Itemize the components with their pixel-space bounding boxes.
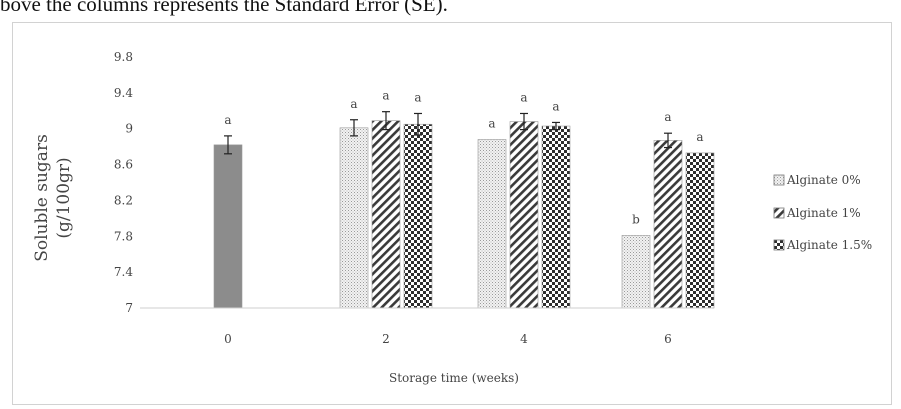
y-tick-label: 9 bbox=[125, 122, 133, 136]
x-axis-title: Storage time (weeks) bbox=[389, 371, 519, 385]
y-tick-label: 7.4 bbox=[114, 265, 133, 279]
error-bar bbox=[552, 121, 560, 131]
bar-dots bbox=[621, 235, 651, 309]
error-bar bbox=[382, 111, 390, 131]
bar-checker bbox=[685, 152, 715, 309]
significance-letter: a bbox=[664, 110, 671, 124]
significance-letter: a bbox=[488, 116, 495, 130]
legend-swatch bbox=[773, 174, 785, 186]
legend: Alginate 0% Alginate 1% Alginate 1.5% bbox=[773, 173, 872, 252]
legend-label: Alginate 1.5% bbox=[786, 238, 872, 252]
legend-item: Alginate 1% bbox=[773, 206, 861, 220]
legend-label: Alginate 0% bbox=[786, 173, 861, 187]
significance-letter: a bbox=[696, 130, 703, 144]
legend-swatch bbox=[773, 207, 785, 219]
y-axis-title-line2: (g/100gr) bbox=[54, 157, 74, 238]
x-tick-label: 0 bbox=[224, 332, 232, 346]
significance-letter: a bbox=[520, 90, 527, 104]
legend-label: Alginate 1% bbox=[786, 206, 861, 220]
y-tick-label: 8.6 bbox=[114, 158, 133, 172]
y-tick-label: 9.4 bbox=[114, 86, 133, 100]
chart-frame bbox=[12, 22, 892, 405]
bar-hatch bbox=[509, 121, 539, 309]
significance-letter: a bbox=[414, 90, 421, 104]
y-axis-title: Soluble sugars (g/100gr) bbox=[32, 134, 74, 262]
error-bar bbox=[414, 112, 422, 136]
legend-swatch bbox=[773, 239, 785, 251]
y-axis-title-line1: Soluble sugars bbox=[32, 134, 52, 262]
error-bar bbox=[664, 132, 672, 149]
bar-checker bbox=[541, 125, 571, 309]
error-bar bbox=[520, 112, 528, 131]
figure-caption: bove the columns represents the Standard… bbox=[0, 0, 448, 16]
bar-dots bbox=[339, 127, 369, 309]
y-tick-label: 8.2 bbox=[114, 193, 133, 207]
significance-letter: a bbox=[224, 113, 231, 127]
legend-item: Alginate 0% bbox=[773, 173, 861, 187]
bar-hatch bbox=[371, 120, 401, 309]
significance-letter: a bbox=[382, 89, 389, 103]
error-bar bbox=[350, 119, 358, 137]
error-bar bbox=[224, 135, 232, 155]
significance-letter: a bbox=[552, 99, 559, 113]
significance-letter: b bbox=[632, 212, 640, 226]
bar-checker bbox=[403, 123, 433, 309]
legend-item: Alginate 1.5% bbox=[773, 238, 872, 252]
bar-hatch bbox=[653, 140, 683, 309]
x-tick-label: 4 bbox=[520, 332, 528, 346]
y-tick-label: 7.8 bbox=[114, 229, 133, 243]
bar-control bbox=[213, 144, 243, 309]
y-tick-label: 7 bbox=[125, 301, 133, 315]
significance-letter: a bbox=[350, 97, 357, 111]
x-tick-label: 6 bbox=[664, 332, 672, 346]
y-tick-label: 9.8 bbox=[114, 50, 133, 64]
x-tick-label: 2 bbox=[382, 332, 390, 346]
bar-dots bbox=[477, 139, 507, 309]
